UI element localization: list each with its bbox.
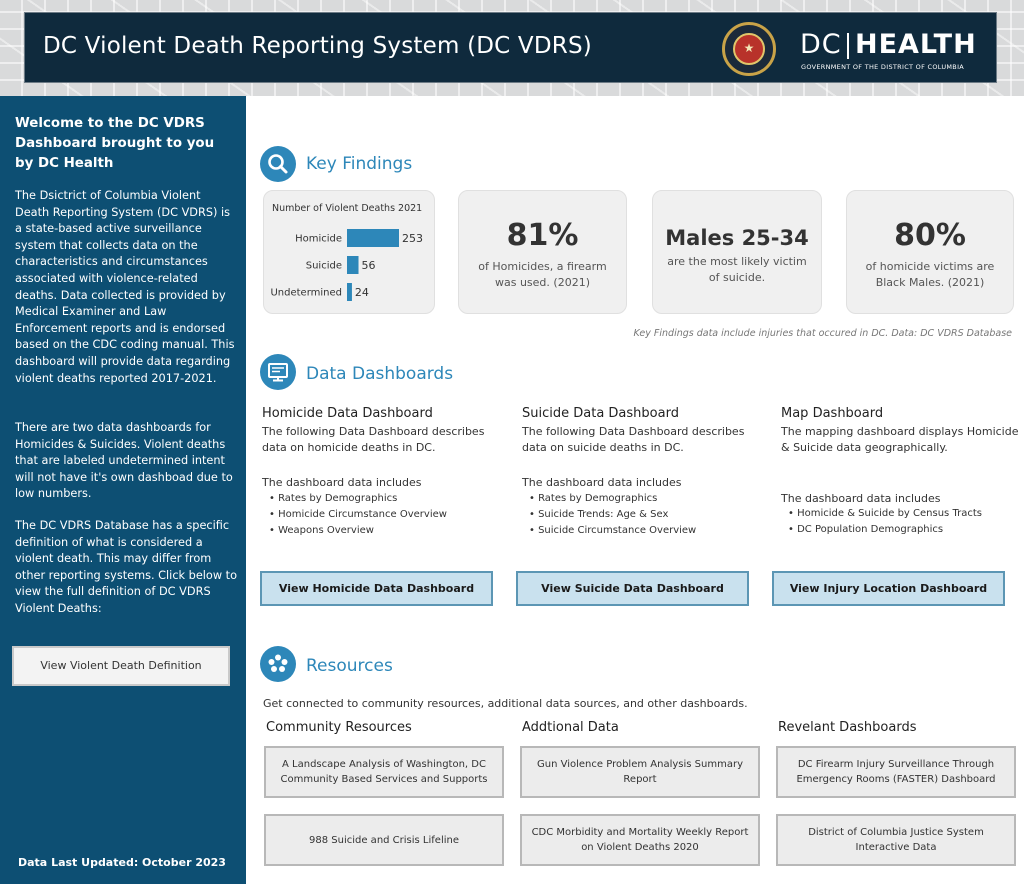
map-dashboard-heading: Map Dashboard (781, 406, 884, 421)
additional-data-heading: Addtional Data (522, 720, 619, 735)
firearm-percent: 81% (506, 218, 579, 253)
suicide-finding-text: are the most likely victim of suicide. (667, 255, 807, 284)
firearm-finding-text: of Homicides, a firearm was used. (2021) (478, 260, 607, 289)
key-findings-title: Key Findings (306, 154, 413, 174)
map-dashboard-column: Map Dashboard The mapping dashboard disp… (781, 406, 1021, 535)
value-label: 253 (402, 232, 423, 245)
category-label: Homicide (295, 234, 342, 245)
dc-seal-logo: ★ (722, 22, 776, 76)
crisis-lifeline-link[interactable]: 988 Suicide and Crisis Lifeline (264, 814, 504, 866)
logo-subtitle: GOVERNMENT OF THE DISTRICT OF COLUMBIA (801, 63, 965, 71)
list-item: • Rates by Demographics (269, 493, 398, 504)
resources-intro: Get connected to community resources, ad… (263, 697, 748, 710)
bar-homicide (347, 229, 399, 247)
homicide-dashboard-items: • Rates by Demographics • Homicide Circu… (269, 491, 447, 539)
data-dashboards-title: Data Dashboards (306, 364, 454, 384)
list-item: • Rates by Demographics (529, 493, 658, 504)
value-label: 24 (355, 286, 369, 299)
homicide-dashboard-heading: Homicide Data Dashboard (262, 406, 433, 421)
homicide-victims-finding-card: 80% of homicide victims are Black Males.… (846, 190, 1014, 314)
community-resources-heading: Community Resources (266, 720, 412, 735)
list-item: • Weapons Overview (269, 525, 374, 536)
violent-deaths-chart-card: Number of Violent Deaths 2021 Homicide 25… (263, 190, 435, 314)
suicide-dashboard-description: The following Data Dashboard describes d… (522, 425, 745, 454)
header-banner: DC Violent Death Reporting System (DC VD… (24, 12, 997, 83)
bar-suicide (347, 256, 359, 274)
view-homicide-dashboard-button[interactable]: View Homicide Data Dashboard (260, 571, 493, 606)
dc-health-logo: DC HEALTH GOVERNMENT OF THE DISTRICT OF … (800, 29, 980, 73)
list-item: • Homicide & Suicide by Census Tracts (788, 508, 982, 519)
relevant-dashboards-heading: Revelant Dashboards (778, 720, 917, 735)
homicide-dashboard-includes: The dashboard data includes (262, 476, 422, 489)
justice-system-data-link[interactable]: District of Columbia Justice System Inte… (776, 814, 1016, 866)
list-item: • Homicide Circumstance Overview (269, 509, 447, 520)
view-suicide-dashboard-button[interactable]: View Suicide Data Dashboard (516, 571, 749, 606)
dashboard-monitor-icon (260, 354, 296, 390)
suicide-dashboard-items: • Rates by Demographics • Suicide Trends… (529, 491, 696, 539)
community-people-icon (260, 646, 296, 682)
list-item: • Suicide Circumstance Overview (529, 525, 697, 536)
homicide-dashboard-description: The following Data Dashboard describes d… (262, 425, 485, 454)
seal-emblem-icon: ★ (733, 33, 765, 65)
list-item: • Suicide Trends: Age & Sex (529, 509, 669, 520)
search-icon (260, 146, 296, 182)
suicide-finding-card: Males 25-34 are the most likely victim o… (652, 190, 822, 314)
suicide-dashboard-column: Suicide Data Dashboard The following Dat… (522, 406, 762, 536)
map-dashboard-items: • Homicide & Suicide by Census Tracts • … (788, 506, 982, 538)
suicide-dashboard-heading: Suicide Data Dashboard (522, 406, 679, 421)
resources-title: Resources (306, 656, 393, 676)
map-dashboard-includes: The dashboard data includes (781, 492, 941, 505)
sidebar-definition-text: The DC VDRS Database has a specific defi… (15, 519, 238, 615)
faster-dashboard-link[interactable]: DC Firearm Injury Surveillance Through E… (776, 746, 1016, 798)
homicide-victims-text: of homicide victims are Black Males. (20… (865, 260, 995, 289)
logo-dc-text: DC (800, 29, 842, 60)
category-label: Undetermined (270, 288, 342, 299)
homicide-dashboard-column: Homicide Data Dashboard The following Da… (262, 406, 502, 536)
sidebar-welcome-heading: Welcome to the DC VDRS Dashboard brought… (15, 116, 215, 171)
sidebar-dashboards-text: There are two data dashboards for Homici… (15, 421, 233, 501)
black-males-percent: 80% (894, 218, 966, 253)
chart-title: Number of Violent Deaths 2021 (272, 203, 423, 214)
logo-divider (847, 33, 849, 59)
sidebar: Welcome to the DC VDRS Dashboard brought… (0, 96, 246, 884)
key-findings-note: Key Findings data include injuries that … (633, 328, 1012, 339)
view-violent-death-definition-button[interactable]: View Violent Death Definition (12, 646, 230, 686)
view-injury-location-dashboard-button[interactable]: View Injury Location Dashboard (772, 571, 1005, 606)
category-label: Suicide (306, 261, 342, 272)
list-item: • DC Population Demographics (788, 524, 944, 535)
firearm-finding-card: 81% of Homicides, a firearm was used. (2… (458, 190, 627, 314)
page-title: DC Violent Death Reporting System (DC VD… (43, 33, 592, 59)
value-label: 56 (362, 259, 376, 272)
bar-undetermined (347, 283, 352, 301)
map-dashboard-description: The mapping dashboard displays Homicide … (781, 425, 1019, 454)
gun-violence-report-link[interactable]: Gun Violence Problem Analysis Summary Re… (520, 746, 760, 798)
sidebar-intro-text: The Dsictrict of Columbia Violent Death … (15, 189, 235, 385)
suicide-demographic: Males 25-34 (665, 226, 809, 250)
logo-health-text: HEALTH (855, 29, 977, 60)
violent-deaths-bar-chart: Homicide 253 Suicide 56 Undetermined 24 (270, 229, 423, 301)
landscape-analysis-link[interactable]: A Landscape Analysis of Washington, DC C… (264, 746, 504, 798)
suicide-dashboard-includes: The dashboard data includes (522, 476, 682, 489)
cdc-mmwr-link[interactable]: CDC Morbidity and Mortality Weekly Repor… (520, 814, 760, 866)
star-icon: ★ (743, 41, 755, 55)
last-updated-label: Data Last Updated: October 2023 (18, 856, 226, 869)
